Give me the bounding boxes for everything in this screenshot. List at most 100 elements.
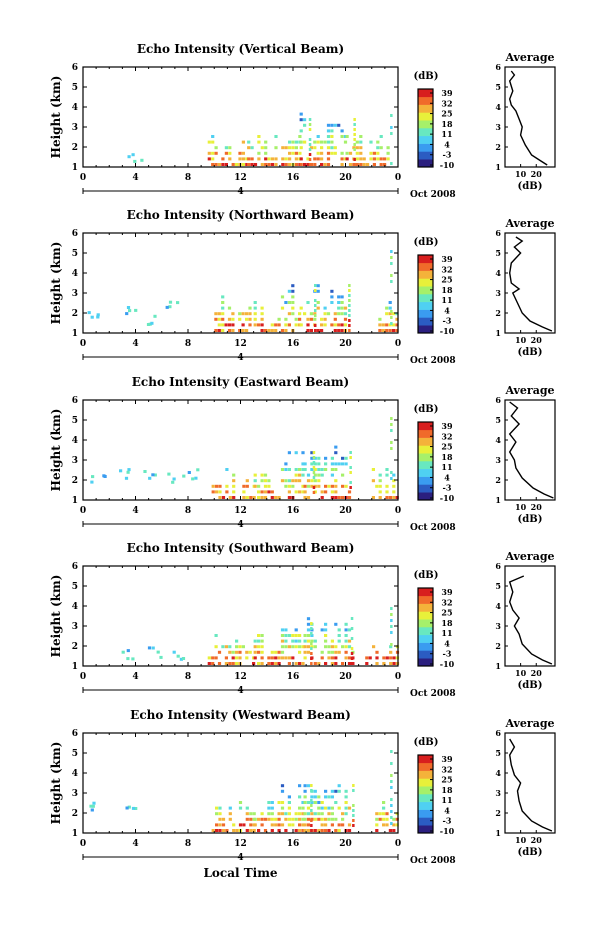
- echo-cell: [284, 462, 288, 466]
- echo-cell: [224, 323, 228, 327]
- echo-cell: [294, 451, 298, 455]
- echo-cell: [231, 662, 235, 665]
- echo-cell: [313, 645, 317, 649]
- echo-cell: [327, 812, 331, 816]
- echo-cell: [353, 138, 356, 141]
- avg-y-tick-label: 2: [495, 475, 501, 485]
- echo-cell: [291, 645, 295, 649]
- echo-cell: [303, 645, 307, 649]
- echo-cell: [242, 484, 246, 488]
- echo-cell: [284, 812, 288, 816]
- echo-cell: [298, 645, 302, 649]
- echo-cell: [260, 323, 264, 327]
- panel-northward-colorbar-unit: (dB): [414, 237, 439, 248]
- echo-cell: [235, 829, 239, 832]
- echo-cell: [182, 474, 186, 478]
- panel-northward-y-label: Height (km): [49, 242, 63, 325]
- y-tick-label: 1: [72, 662, 78, 672]
- echo-cell: [337, 306, 341, 310]
- echo-cell: [257, 496, 261, 499]
- panel-eastward-title: Echo Intensity (Eastward Beam): [132, 375, 349, 389]
- echo-cell: [301, 490, 305, 494]
- panel-westward-date-month: Oct 2008: [410, 856, 456, 866]
- x-tick-label: 20: [339, 839, 352, 849]
- panel-southward-title: Echo Intensity (Southward Beam): [127, 541, 355, 555]
- echo-cell: [316, 157, 320, 161]
- colorbar-swatch: [418, 468, 433, 477]
- echo-cell: [280, 812, 285, 816]
- echo-cell: [312, 486, 316, 489]
- echo-cell: [270, 157, 275, 161]
- echo-cell: [287, 806, 291, 810]
- echo-cell: [298, 806, 302, 810]
- echo-cell: [159, 655, 163, 659]
- echo-cell: [326, 123, 331, 127]
- echo-cell: [125, 806, 129, 810]
- echo-cell: [274, 146, 278, 150]
- echo-cell: [221, 496, 226, 499]
- echo-cell: [334, 451, 338, 455]
- echo-cell: [298, 468, 302, 471]
- panel-westward-frame: [82, 732, 399, 834]
- echo-cell: [381, 329, 385, 332]
- echo-cell: [179, 657, 183, 661]
- echo-cell: [309, 317, 313, 321]
- echo-cell: [327, 829, 331, 832]
- colorbar-tick-label: 4: [444, 139, 450, 149]
- colorbar-tick-label: 18: [441, 285, 453, 295]
- echo-cell: [218, 484, 222, 488]
- echo-cell: [371, 468, 375, 471]
- echo-cell: [306, 479, 311, 483]
- echo-cell: [299, 112, 303, 116]
- echo-cell: [308, 143, 312, 146]
- echo-cell: [267, 812, 271, 816]
- echo-cell: [303, 634, 307, 637]
- echo-cell: [303, 823, 307, 827]
- echo-cell: [247, 146, 251, 150]
- x-tick-label: 8: [185, 672, 191, 682]
- echo-cell: [96, 313, 100, 317]
- echo-cell: [330, 462, 334, 466]
- echo-cell: [312, 456, 316, 459]
- echo-cell: [323, 323, 327, 327]
- echo-cell: [306, 812, 311, 816]
- echo-cell: [280, 806, 285, 810]
- echo-cell: [291, 301, 295, 304]
- colorbar-swatch: [418, 422, 433, 431]
- avg-y-tick-label: 3: [495, 288, 501, 298]
- echo-cell: [388, 329, 392, 332]
- echo-cell: [245, 479, 249, 483]
- echo-cell: [253, 306, 257, 310]
- echo-cell: [382, 823, 386, 827]
- echo-cell: [316, 289, 320, 293]
- colorbar-tick-label: -10: [440, 826, 455, 836]
- colorbar-tick-label: 18: [441, 452, 453, 462]
- echo-cell: [320, 829, 324, 832]
- echo-cell: [343, 317, 348, 321]
- echo-cell: [291, 312, 295, 316]
- echo-cell: [191, 477, 195, 481]
- echo-cell: [260, 662, 264, 665]
- echo-cell: [330, 123, 334, 127]
- echo-cell: [232, 823, 236, 827]
- echo-cell: [348, 314, 351, 317]
- echo-cell: [323, 306, 327, 310]
- avg-y-tick-label: 2: [495, 142, 501, 152]
- echo-cell: [298, 479, 302, 483]
- echo-cell: [340, 129, 344, 133]
- echo-cell: [306, 639, 311, 643]
- panel-westward-date-day: 4: [237, 853, 243, 863]
- echo-cell: [128, 309, 132, 313]
- panel-westward-average-profile-line: [508, 738, 553, 832]
- echo-cell: [385, 823, 389, 827]
- echo-cell: [313, 468, 317, 471]
- colorbar-tick-label: -3: [443, 150, 452, 160]
- echo-cell: [298, 490, 302, 494]
- echo-cell: [298, 473, 302, 477]
- echo-cell: [127, 155, 131, 159]
- echo-cell: [238, 801, 243, 804]
- echo-cell: [324, 806, 328, 810]
- echo-cell: [250, 163, 254, 166]
- echo-cell: [294, 468, 298, 471]
- echo-cell: [390, 471, 393, 474]
